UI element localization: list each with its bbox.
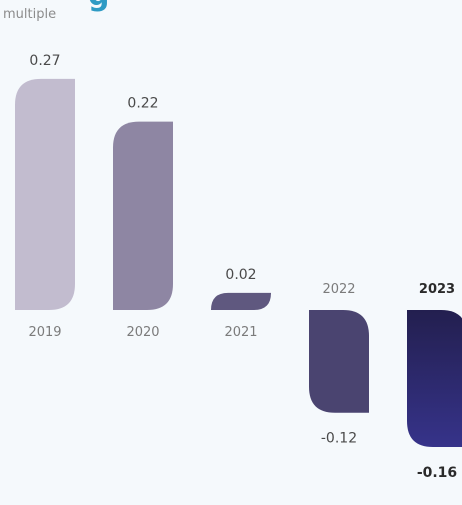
value-label-2022: -0.12 xyxy=(321,431,357,447)
bar-2019 xyxy=(15,78,75,310)
value-label-2020: 0.22 xyxy=(127,96,158,112)
chart-title: g xyxy=(88,0,109,13)
category-label-2021: 2021 xyxy=(224,325,257,340)
bar-2022 xyxy=(309,310,369,413)
unit-label: multiple xyxy=(3,7,57,22)
value-label-2023: -0.16 xyxy=(417,465,457,481)
category-label-2022: 2022 xyxy=(322,282,355,297)
value-label-2019: 0.27 xyxy=(29,53,60,69)
value-label-2021: 0.02 xyxy=(225,267,256,283)
bar-2020 xyxy=(113,121,173,311)
category-label-2019: 2019 xyxy=(28,325,61,340)
category-label-2020: 2020 xyxy=(126,325,159,340)
category-label-2023: 2023 xyxy=(419,282,455,297)
bar-2023 xyxy=(407,310,462,447)
bar-2021 xyxy=(211,292,271,310)
